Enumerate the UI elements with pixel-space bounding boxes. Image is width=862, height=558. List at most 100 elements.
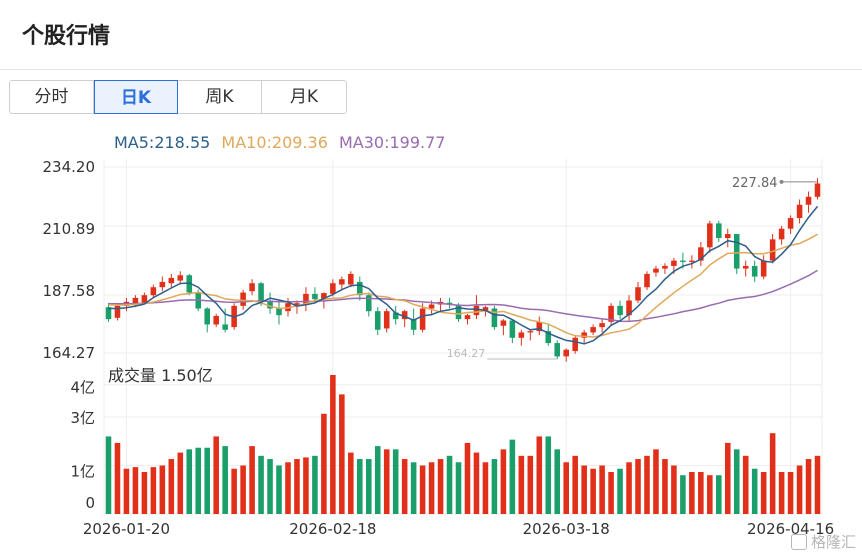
candle-body bbox=[545, 331, 552, 344]
candle-body bbox=[769, 239, 776, 261]
volume-bar bbox=[276, 465, 282, 514]
volume-bars-layer bbox=[105, 375, 821, 514]
volume-bar bbox=[312, 455, 318, 514]
candle-body bbox=[814, 183, 821, 197]
volume-bar bbox=[509, 439, 516, 514]
volume-bar bbox=[401, 459, 408, 514]
volume-bar bbox=[419, 465, 426, 514]
date-tick-label: 2026-02-18 bbox=[289, 520, 376, 538]
volume-bar bbox=[608, 471, 614, 514]
max-price-annotation: 227.84 bbox=[732, 176, 778, 191]
candle-body bbox=[680, 260, 686, 262]
candle-body bbox=[213, 315, 219, 325]
candle-body bbox=[662, 265, 668, 269]
volume-bar bbox=[599, 465, 605, 514]
volume-bar bbox=[410, 462, 417, 514]
price-tick-label: 187.58 bbox=[43, 282, 96, 300]
candle-body bbox=[500, 320, 507, 326]
candle-body bbox=[419, 308, 426, 330]
volume-bar bbox=[141, 471, 148, 514]
ma10-line bbox=[108, 233, 818, 338]
volume-bar bbox=[518, 455, 525, 514]
candle-body bbox=[608, 305, 614, 322]
volume-bar bbox=[805, 459, 812, 514]
volume-bar bbox=[716, 475, 722, 514]
volume-bar bbox=[742, 455, 749, 514]
volume-bar bbox=[653, 449, 659, 514]
candle-body bbox=[392, 312, 399, 320]
volume-bar bbox=[778, 471, 785, 514]
volume-bar bbox=[168, 459, 175, 514]
tab-daily-k[interactable]: 日K bbox=[94, 80, 178, 114]
volume-bar bbox=[662, 459, 668, 514]
candle-body bbox=[787, 218, 794, 229]
volume-bar bbox=[680, 475, 686, 514]
volume-bar bbox=[500, 449, 507, 514]
candle-body bbox=[383, 311, 390, 329]
tab-intraday[interactable]: 分时 bbox=[10, 81, 94, 113]
candle-body bbox=[276, 308, 282, 316]
volume-bar bbox=[787, 471, 794, 514]
candle-body bbox=[617, 305, 623, 316]
volume-label: 成交量 1.50亿 bbox=[108, 366, 213, 385]
volume-bar bbox=[374, 446, 381, 514]
volume-bar bbox=[294, 459, 300, 514]
candle-body bbox=[141, 295, 148, 303]
ma-legend: MA5:218.55 MA10:209.36 MA30:199.77 bbox=[114, 133, 451, 152]
candle-body bbox=[635, 287, 641, 301]
candle-body bbox=[114, 305, 121, 318]
volume-bar bbox=[249, 446, 255, 514]
candle-body bbox=[321, 293, 327, 300]
volume-bar bbox=[760, 471, 767, 514]
volume-bar bbox=[213, 436, 219, 514]
candle-body bbox=[778, 228, 785, 240]
candle-body bbox=[105, 307, 112, 320]
volume-bar bbox=[689, 471, 695, 514]
ma30-line bbox=[108, 269, 818, 323]
candle-body bbox=[671, 260, 677, 266]
candle-body bbox=[707, 223, 713, 248]
volume-bar bbox=[186, 449, 193, 514]
volume-bar bbox=[159, 465, 166, 514]
candle-body bbox=[796, 204, 803, 219]
volume-bar bbox=[617, 468, 623, 514]
candle-body bbox=[374, 311, 381, 330]
candle-body bbox=[410, 319, 417, 330]
period-tabs: 分时 日K 周K 月K bbox=[9, 80, 347, 114]
candle-body bbox=[428, 304, 435, 309]
volume-bar bbox=[392, 449, 399, 514]
volume-bar bbox=[644, 455, 650, 514]
price-tick-label: 210.89 bbox=[43, 220, 96, 238]
volume-bar bbox=[348, 452, 354, 514]
candle-body bbox=[365, 295, 372, 312]
price-axis: 234.20 210.89 187.58 164.27 bbox=[43, 158, 96, 362]
candle-body bbox=[204, 308, 210, 325]
candle-body bbox=[464, 315, 471, 320]
candle-body bbox=[258, 283, 264, 301]
tab-monthly-k[interactable]: 月K bbox=[289, 87, 319, 107]
candle-body bbox=[330, 283, 336, 294]
candle-body bbox=[249, 283, 255, 292]
candle-body bbox=[159, 281, 166, 288]
volume-bar bbox=[177, 452, 184, 514]
volume-bar bbox=[321, 413, 327, 514]
volume-bar bbox=[635, 459, 641, 514]
volume-bar bbox=[482, 462, 489, 514]
volume-bar bbox=[536, 436, 543, 514]
volume-bar bbox=[383, 449, 390, 514]
candle-body bbox=[222, 324, 228, 330]
volume-bar bbox=[446, 455, 453, 514]
candle-body bbox=[186, 275, 193, 293]
volume-bar bbox=[204, 447, 210, 514]
volume-axis: 4亿 3亿 1亿 0 bbox=[70, 379, 95, 512]
ma30-legend: MA30:199.77 bbox=[338, 133, 446, 152]
volume-bar bbox=[105, 436, 112, 514]
volume-bar bbox=[195, 447, 202, 514]
chart-grid bbox=[103, 159, 823, 515]
volume-bar bbox=[671, 465, 677, 514]
volume-bar bbox=[581, 465, 587, 514]
candle-body bbox=[132, 297, 139, 304]
tab-weekly-k[interactable]: 周K bbox=[178, 81, 262, 113]
volume-bar bbox=[240, 465, 246, 514]
